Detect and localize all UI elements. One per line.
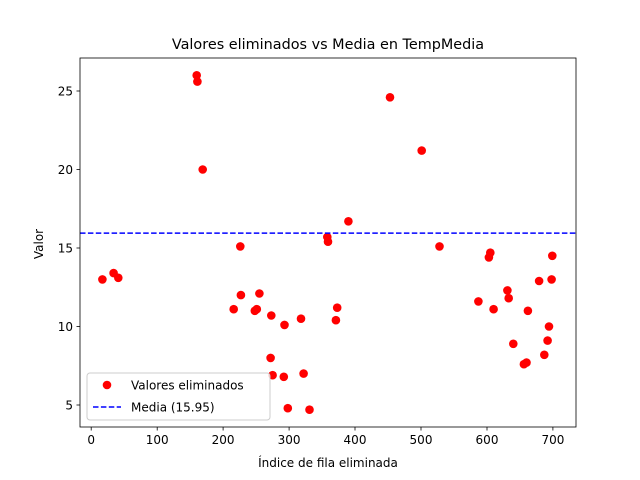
x-tick-label: 200 (212, 433, 235, 447)
data-point (296, 314, 306, 324)
y-tick-label: 10 (58, 320, 73, 334)
data-point (236, 242, 245, 251)
data-point (114, 273, 123, 283)
x-tick-label: 400 (344, 433, 367, 447)
data-point (305, 405, 314, 415)
y-tick-label: 5 (65, 398, 73, 412)
chart-title: Valores eliminados vs Media en TempMedia (172, 37, 484, 53)
data-point (474, 297, 483, 306)
data-point (331, 315, 341, 325)
x-tick-label: 300 (278, 433, 301, 447)
x-axis-title: Índice de fila eliminada (258, 455, 398, 470)
x-tick-label: 0 (87, 433, 95, 447)
plot-area: 0 100 200 300 400 500 600 700 5 10 15 20 25 (58, 57, 577, 447)
data-point (489, 304, 498, 314)
data-point (266, 353, 275, 363)
legend: Valores eliminados Media (15.95) (86, 372, 271, 421)
data-point (252, 304, 262, 314)
x-tick-label: 600 (476, 433, 499, 447)
y-tick-label: 20 (58, 163, 73, 177)
data-point (299, 369, 308, 378)
data-point (332, 303, 342, 313)
data-point (267, 311, 276, 320)
y-tick-label: 15 (58, 241, 73, 255)
data-point (522, 358, 531, 367)
legend-label-mean: Media (15.95) (131, 401, 215, 415)
legend-label-scatter: Valores eliminados (131, 379, 244, 393)
legend-marker-scatter (102, 380, 112, 390)
plot-frame (79, 57, 577, 428)
data-point (283, 403, 293, 413)
data-point (504, 293, 513, 303)
data-point (229, 304, 238, 314)
data-point (344, 217, 353, 226)
data-point (544, 322, 554, 331)
data-point (534, 276, 544, 286)
y-axis-title: Valor (32, 229, 46, 259)
x-tick-label: 700 (541, 433, 564, 447)
data-point (236, 290, 246, 300)
y-tick-label: 25 (58, 84, 73, 98)
data-point (548, 251, 557, 261)
x-tick-label: 500 (410, 433, 433, 447)
data-point (193, 77, 202, 86)
data-point (417, 146, 427, 155)
data-point (255, 289, 264, 298)
data-point (540, 350, 549, 360)
data-point (435, 242, 444, 251)
data-point (486, 248, 495, 257)
data-point (385, 93, 395, 102)
data-point (192, 71, 201, 80)
data-point (547, 275, 556, 284)
legend-box (86, 372, 271, 421)
data-point (503, 286, 512, 295)
data-point (543, 336, 552, 345)
data-point (523, 306, 533, 316)
x-tick-label: 100 (146, 433, 169, 447)
data-point (323, 237, 333, 246)
data-point (279, 372, 289, 382)
data-point (98, 275, 107, 284)
data-point (509, 339, 518, 349)
data-point (280, 320, 289, 330)
data-point (198, 165, 207, 174)
